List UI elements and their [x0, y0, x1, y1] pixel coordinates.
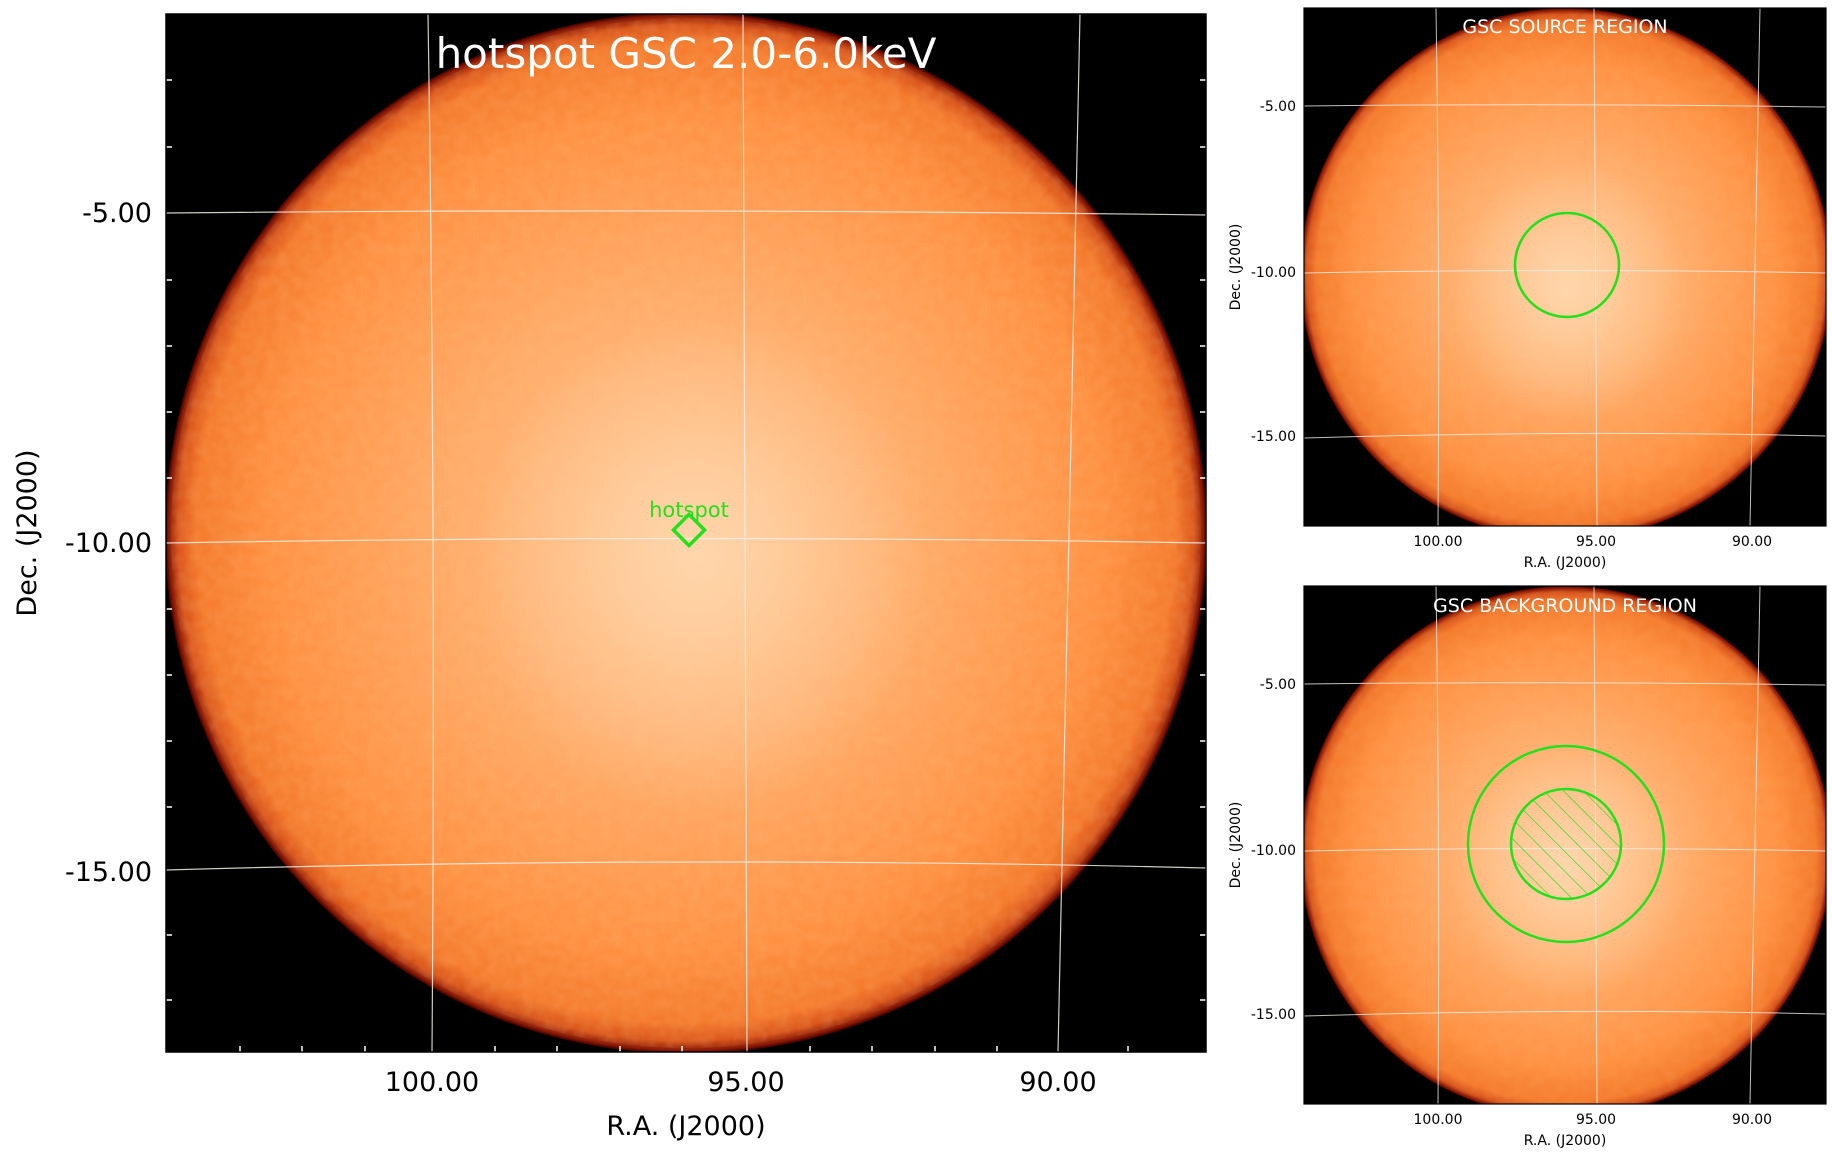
- main-xtick-label: 90.00: [1019, 1067, 1096, 1098]
- hotspot-marker-label: hotspot: [649, 498, 729, 522]
- background-xtick-label: 100.00: [1414, 1112, 1463, 1128]
- source-bright-emission: [1450, 160, 1690, 420]
- source-region-circle: [1513, 211, 1621, 319]
- background-annulus-inner-hatched-circle: [1509, 787, 1623, 901]
- main-bright-emission: [470, 310, 930, 810]
- source-frame: [1303, 7, 1827, 527]
- main-xaxis-label: R.A. (J2000): [606, 1111, 765, 1142]
- source-region-panel: GSC SOURCE REGION -5.00 -10.00 -15.00 10…: [1228, 7, 1827, 571]
- main-xtick-label: 100.00: [385, 1067, 479, 1098]
- main-yaxis-label: Dec. (J2000): [12, 449, 43, 616]
- main-frame: [165, 13, 1207, 1053]
- source-xtick-label: 100.00: [1414, 534, 1463, 550]
- source-xaxis-label: R.A. (J2000): [1524, 555, 1607, 571]
- source-ytick-label: -5.00: [1260, 99, 1296, 115]
- main-panel: hotspot hotspot GSC 2.0-6.0keV -5.00 -10…: [12, 13, 1207, 1142]
- background-title: GSC BACKGROUND REGION: [1433, 595, 1697, 617]
- background-ytick-label: -15.00: [1251, 1007, 1296, 1023]
- source-xtick-label: 95.00: [1576, 534, 1616, 550]
- main-xtick-label: 95.00: [707, 1067, 784, 1098]
- source-title: GSC SOURCE REGION: [1462, 16, 1667, 38]
- background-ytick-label: -10.00: [1251, 843, 1296, 859]
- main-ytick-label: -5.00: [82, 198, 152, 229]
- main-frame-ticks: [166, 79, 1206, 1052]
- source-ytick-label: -15.00: [1251, 429, 1296, 445]
- main-coordinate-grid: [166, 14, 1206, 1052]
- main-title: hotspot GSC 2.0-6.0keV: [436, 29, 937, 78]
- source-xtick-label: 90.00: [1732, 534, 1772, 550]
- main-ytick-label: -15.00: [65, 857, 152, 888]
- background-yaxis-label: Dec. (J2000): [1228, 802, 1244, 889]
- background-frame: [1303, 585, 1827, 1105]
- background-xtick-label: 90.00: [1732, 1112, 1772, 1128]
- background-xtick-label: 95.00: [1576, 1112, 1616, 1128]
- background-region-panel: GSC BACKGROUND REGION -5.00 -10.00 -15.0…: [1228, 585, 1827, 1149]
- main-ytick-label: -10.00: [65, 528, 152, 559]
- source-ytick-label: -10.00: [1251, 265, 1296, 281]
- source-coordinate-grid: [1304, 8, 1826, 526]
- background-xaxis-label: R.A. (J2000): [1524, 1133, 1607, 1149]
- source-yaxis-label: Dec. (J2000): [1228, 224, 1244, 311]
- hotspot-diamond-icon: [670, 511, 708, 549]
- background-ytick-label: -5.00: [1260, 677, 1296, 693]
- background-annulus-outer-circle: [1466, 744, 1666, 944]
